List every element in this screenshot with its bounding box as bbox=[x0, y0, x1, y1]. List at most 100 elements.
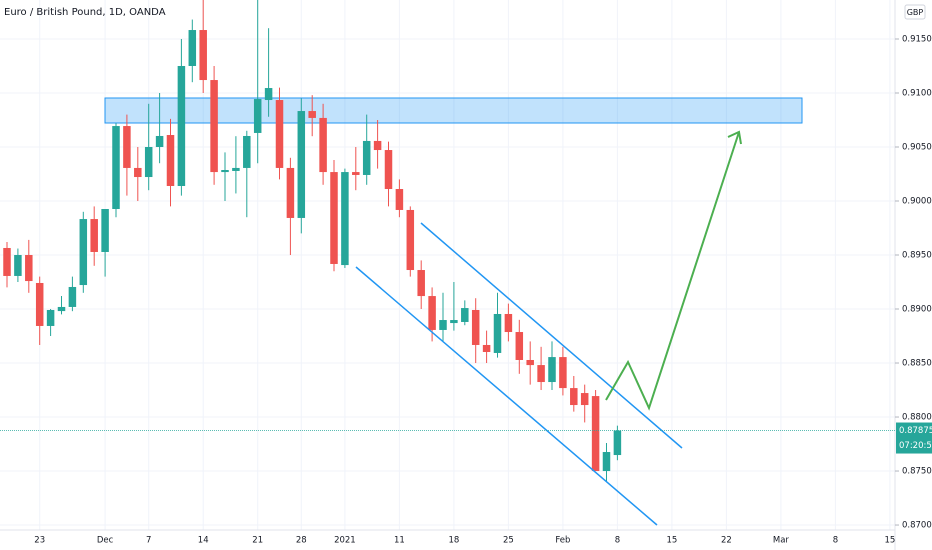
x-tick-label: Dec bbox=[97, 536, 114, 546]
resistance-zone bbox=[104, 97, 803, 124]
x-tick-label: 2021 bbox=[334, 536, 356, 546]
x-tick-label: 23 bbox=[34, 536, 45, 546]
candle-body bbox=[461, 308, 469, 322]
candle-body bbox=[188, 30, 197, 66]
candle-body bbox=[25, 255, 33, 282]
candle-body bbox=[341, 172, 349, 266]
candle-body bbox=[493, 313, 502, 353]
y-tick-label: 0.87000 bbox=[902, 521, 932, 531]
candle-body bbox=[35, 282, 44, 326]
x-tick-label: 7 bbox=[146, 536, 151, 546]
candle-body bbox=[515, 332, 524, 360]
candle-body bbox=[428, 296, 436, 330]
x-tick-label: 18 bbox=[448, 536, 459, 546]
candle-body bbox=[395, 189, 404, 210]
projection-arrow bbox=[605, 131, 740, 411]
candle-body bbox=[559, 357, 567, 389]
channel-upper bbox=[420, 222, 683, 449]
candle-body bbox=[482, 344, 491, 353]
candle-body bbox=[580, 393, 589, 406]
x-tick-label: 11 bbox=[394, 536, 405, 546]
candles bbox=[3, 0, 622, 482]
x-tick-label: 8 bbox=[615, 536, 620, 546]
last-price-label: 0.87875 bbox=[899, 426, 932, 436]
candle-body bbox=[112, 126, 120, 209]
x-tick-label: 14 bbox=[198, 536, 209, 546]
x-tick-label: 28 bbox=[296, 536, 307, 546]
x-tick-label: 22 bbox=[721, 536, 732, 546]
candle-body bbox=[373, 140, 382, 151]
candle-body bbox=[450, 320, 458, 324]
candle-body bbox=[264, 88, 273, 101]
candle-body bbox=[275, 100, 284, 168]
grid bbox=[0, 0, 895, 530]
candle-body bbox=[123, 126, 131, 168]
candle-body bbox=[177, 65, 186, 186]
candle-body bbox=[155, 135, 164, 148]
candle-body bbox=[537, 365, 545, 383]
candle-body bbox=[504, 313, 513, 333]
candle-body bbox=[319, 117, 327, 173]
candle-body bbox=[166, 135, 175, 186]
x-tick-label: 25 bbox=[503, 536, 514, 546]
candle-body bbox=[471, 309, 480, 345]
price-axis bbox=[895, 0, 932, 550]
x-tick-label: 15 bbox=[884, 536, 895, 546]
last-price-box bbox=[896, 422, 932, 454]
candle-body bbox=[232, 167, 240, 171]
candle-body bbox=[352, 172, 360, 175]
candle-body bbox=[253, 99, 262, 133]
currency-box[interactable] bbox=[904, 4, 926, 20]
candle-body bbox=[286, 167, 295, 218]
arrow-head bbox=[727, 130, 742, 145]
candle-body bbox=[221, 170, 229, 173]
candle-body bbox=[297, 111, 306, 218]
candle-body bbox=[134, 167, 142, 178]
candle-body bbox=[14, 255, 22, 276]
x-tick-label: 15 bbox=[666, 536, 677, 546]
candle-body bbox=[406, 209, 415, 271]
countdown-label: 07:20:58 bbox=[899, 441, 932, 451]
candle-body bbox=[330, 172, 338, 264]
candle-body bbox=[101, 208, 109, 252]
candle-body bbox=[144, 147, 153, 178]
candle-body bbox=[362, 140, 371, 175]
candle-body bbox=[243, 135, 251, 168]
candle-body bbox=[210, 80, 218, 173]
candle-body bbox=[46, 309, 55, 326]
candle-body bbox=[57, 306, 66, 312]
candle-body bbox=[613, 430, 622, 456]
candle-body bbox=[79, 219, 88, 286]
x-tick-label: 8 bbox=[833, 536, 838, 546]
channel-lower bbox=[355, 266, 658, 526]
candle-body bbox=[526, 359, 534, 366]
x-tick-label: Feb bbox=[555, 536, 570, 546]
candle-body bbox=[90, 219, 98, 252]
candle-body bbox=[570, 388, 578, 406]
candle-body bbox=[3, 247, 11, 276]
x-tick-label: 21 bbox=[252, 536, 263, 546]
candle-body bbox=[417, 270, 425, 297]
currency-label: GBP bbox=[907, 8, 924, 17]
candle-body bbox=[439, 320, 447, 330]
candle-body bbox=[602, 452, 611, 472]
candle-body bbox=[68, 286, 77, 307]
candle-body bbox=[591, 396, 600, 472]
chart-title: Euro / British Pound, 1D, OANDA bbox=[4, 7, 166, 18]
candle-body bbox=[308, 111, 316, 118]
candle-body bbox=[548, 357, 556, 383]
candle-body bbox=[199, 30, 207, 81]
candle-body bbox=[384, 150, 393, 190]
x-tick-label: Mar bbox=[773, 536, 790, 546]
